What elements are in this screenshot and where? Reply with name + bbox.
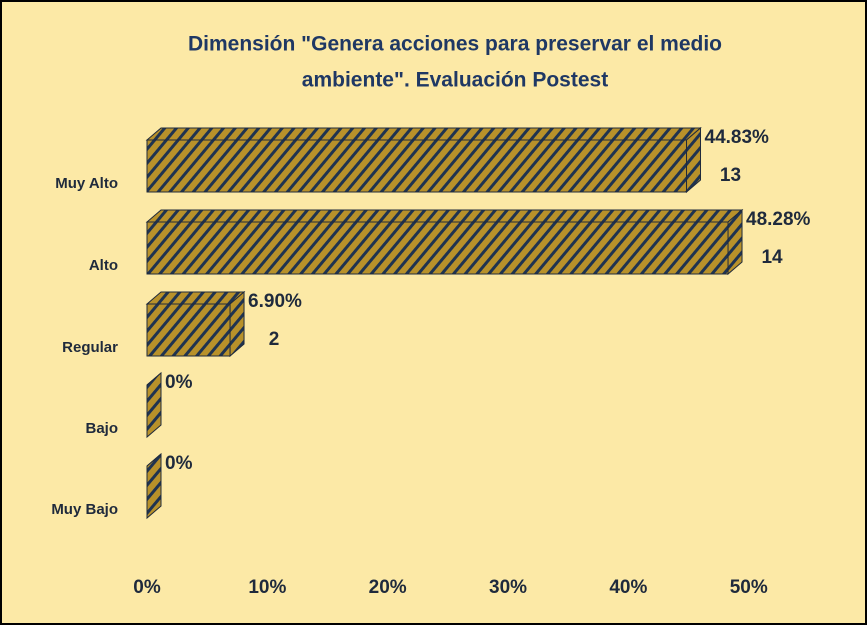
value-label: 6.90%	[248, 291, 302, 312]
bar-side	[146, 452, 162, 520]
x-tick-label: 40%	[609, 577, 647, 598]
y-tick-label: Regular	[62, 339, 118, 356]
bar	[146, 221, 729, 275]
value-label: 44.83%	[705, 127, 770, 148]
x-tick-label: 30%	[489, 577, 527, 598]
count-label: 2	[269, 329, 280, 350]
y-tick-label: Muy Bajo	[51, 501, 118, 518]
bar-side	[686, 126, 702, 194]
value-label: 0%	[165, 372, 193, 393]
bar-side	[146, 371, 162, 439]
bar	[146, 303, 231, 357]
bar-side	[727, 208, 743, 276]
chart-title: Dimensión "Genera acciones para preserva…	[188, 33, 722, 56]
value-label: 0%	[165, 453, 193, 474]
bar-top	[145, 209, 744, 223]
y-tick-label: Bajo	[85, 420, 118, 437]
x-tick-label: 10%	[248, 577, 286, 598]
x-tick-label: 50%	[730, 577, 768, 598]
bar-top	[145, 127, 702, 141]
y-tick-label: Alto	[89, 257, 118, 274]
count-label: 14	[761, 247, 783, 268]
x-tick-label: 0%	[133, 577, 161, 598]
bar-top	[145, 291, 246, 305]
y-tick-label: Muy Alto	[55, 175, 118, 192]
bar	[146, 139, 688, 193]
chart-title: ambiente". Evaluación Postest	[302, 69, 608, 92]
count-label: 13	[720, 165, 741, 186]
x-tick-label: 20%	[369, 577, 407, 598]
bar-side	[229, 290, 245, 358]
value-label: 48.28%	[746, 209, 811, 230]
